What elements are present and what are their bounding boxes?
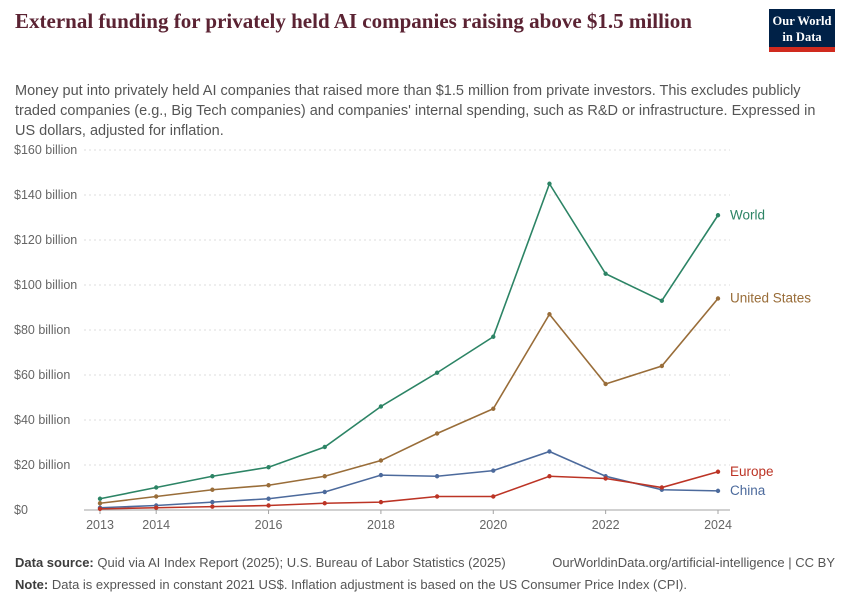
- data-point: [547, 312, 552, 317]
- x-axis-label: 2013: [86, 518, 114, 532]
- series-label-world: World: [730, 207, 765, 222]
- data-source-label: Data source:: [15, 555, 94, 570]
- series-line-united-states: [99, 297, 719, 505]
- data-point: [715, 469, 721, 474]
- y-axis-label: $160 billion: [14, 143, 77, 157]
- owid-logo-line2: in Data: [782, 30, 822, 45]
- data-point: [378, 404, 384, 409]
- data-point: [210, 474, 215, 479]
- data-point: [266, 496, 271, 501]
- owid-logo: Our World in Data: [769, 9, 835, 52]
- data-point: [547, 474, 552, 479]
- data-point: [322, 474, 327, 479]
- data-point: [491, 406, 496, 411]
- data-point: [715, 488, 721, 494]
- y-axis-label: $80 billion: [14, 323, 70, 337]
- series-label-united-states: United States: [730, 291, 811, 306]
- data-point: [266, 483, 271, 488]
- data-point: [603, 476, 608, 481]
- y-axis-label: $0: [14, 503, 28, 517]
- data-point: [266, 465, 271, 470]
- line-chart: $0 $20 billion $40 billion $60 billion $80 b…: [14, 143, 811, 532]
- page-title: External funding for privately held AI c…: [15, 9, 692, 33]
- data-point: [659, 298, 665, 303]
- data-point: [547, 449, 552, 454]
- data-point: [603, 271, 608, 276]
- data-point: [603, 381, 608, 387]
- data-point: [715, 296, 721, 301]
- data-point: [210, 499, 215, 505]
- data-point: [434, 494, 440, 499]
- data-point: [434, 431, 440, 436]
- data-source: Data source: Quid via AI Index Report (2…: [15, 555, 506, 570]
- data-source-text: Quid via AI Index Report (2025); U.S. Bu…: [97, 555, 506, 570]
- data-point: [153, 485, 159, 490]
- owid-link[interactable]: OurWorldinData.org/artificial-intelligen…: [552, 555, 835, 570]
- series-label-europe: Europe: [730, 464, 774, 479]
- note-line: Note: Data is expressed in constant 2021…: [15, 577, 835, 592]
- y-axis-label: $140 billion: [14, 188, 77, 202]
- note-label: Note:: [15, 577, 49, 592]
- x-axis-label: 2018: [367, 518, 395, 532]
- data-point: [659, 485, 665, 490]
- series-line-china: [99, 450, 719, 509]
- series-line-world: [99, 181, 719, 500]
- data-point: [715, 213, 721, 218]
- data-point: [97, 496, 103, 501]
- y-axis-label: $20 billion: [14, 458, 70, 472]
- data-point: [97, 506, 103, 512]
- data-point: [378, 499, 384, 505]
- data-point: [378, 458, 384, 463]
- data-point: [210, 504, 215, 509]
- y-axis-label: $120 billion: [14, 233, 77, 247]
- data-point: [322, 444, 327, 450]
- x-axis-label: 2020: [479, 518, 507, 532]
- chart-subtitle: Money put into privately held AI compani…: [15, 83, 816, 139]
- data-point: [491, 494, 496, 499]
- y-axis-label: $40 billion: [14, 413, 70, 427]
- x-axis-label: 2024: [704, 518, 732, 532]
- y-axis-label: $60 billion: [14, 368, 70, 382]
- data-point: [547, 181, 552, 186]
- data-point: [491, 468, 496, 473]
- x-axis-label: 2022: [592, 518, 620, 532]
- x-axis-label: 2014: [142, 518, 170, 532]
- data-point: [378, 472, 384, 478]
- owid-logo-line1: Our World: [772, 14, 832, 28]
- data-point: [153, 505, 159, 510]
- data-point: [97, 501, 103, 506]
- note-text: Data is expressed in constant 2021 US$. …: [51, 577, 688, 592]
- x-axis-label: 2016: [255, 518, 283, 532]
- data-point: [322, 489, 327, 495]
- y-axis-label: $100 billion: [14, 278, 77, 292]
- data-point: [491, 334, 496, 339]
- data-point: [434, 370, 440, 375]
- data-point: [210, 487, 215, 492]
- data-point: [322, 501, 327, 506]
- data-point: [266, 503, 271, 508]
- logo-red-bar: [769, 47, 835, 52]
- series-line-europe: [99, 470, 719, 510]
- data-point: [153, 494, 159, 499]
- data-point: [659, 363, 665, 369]
- chart-footer: Data source: Quid via AI Index Report (2…: [15, 555, 835, 592]
- series-label-china: China: [730, 483, 766, 498]
- data-point: [434, 474, 440, 479]
